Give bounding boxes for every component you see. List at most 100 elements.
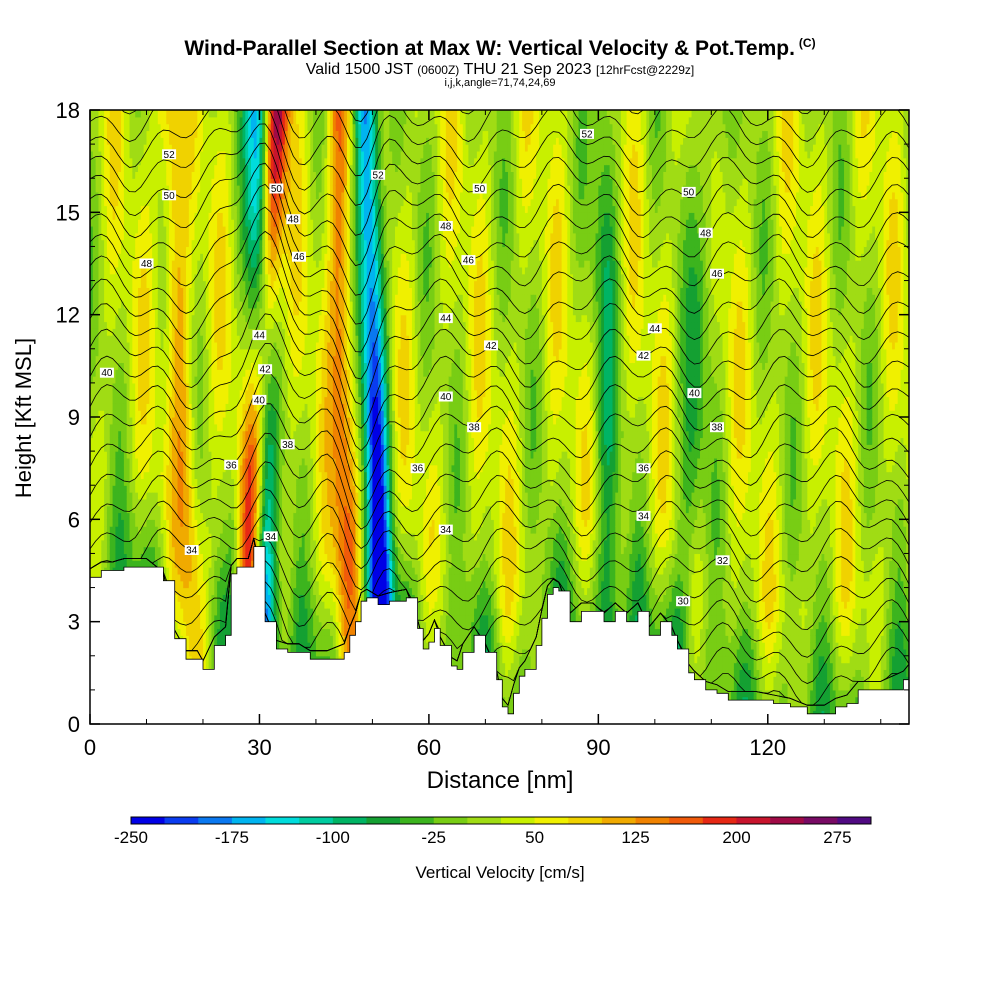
velocity-cell: [121, 137, 125, 145]
velocity-cell: [112, 410, 117, 418]
velocity-cell: [118, 314, 122, 323]
velocity-cell: [98, 164, 102, 172]
velocity-cell: [129, 130, 133, 138]
velocity-cell: [132, 171, 136, 179]
velocity-cell: [90, 505, 94, 514]
velocity-cell: [104, 185, 108, 193]
velocity-cell: [90, 403, 94, 411]
velocity-cell: [132, 212, 136, 220]
velocity-cell: [109, 526, 114, 534]
velocity-cell: [132, 492, 136, 500]
velocity-cell: [95, 567, 100, 575]
velocity-cell: [92, 519, 97, 527]
velocity-cell: [132, 314, 136, 323]
velocity-cell: [135, 144, 139, 152]
velocity-cell: [126, 205, 131, 213]
velocity-cell: [112, 464, 117, 473]
velocity-cell: [135, 512, 139, 520]
velocity-cell: [123, 178, 128, 186]
velocity-cell: [95, 526, 100, 534]
velocity-cell: [112, 253, 117, 261]
velocity-cell: [109, 444, 114, 452]
velocity-cell: [126, 144, 131, 152]
velocity-cell: [95, 171, 100, 179]
velocity-cell: [104, 457, 108, 466]
velocity-cell: [95, 116, 100, 125]
velocity-cell: [98, 205, 102, 213]
velocity-cell: [135, 260, 139, 268]
velocity-cell: [115, 232, 119, 241]
velocity-cell: [98, 198, 102, 207]
velocity-cell: [115, 444, 119, 452]
velocity-cell: [95, 512, 100, 520]
velocity-cell: [98, 457, 102, 466]
velocity-cell: [90, 335, 94, 343]
velocity-cell: [95, 396, 100, 404]
velocity-cell: [101, 410, 105, 418]
velocity-cell: [92, 546, 97, 555]
velocity-cell: [104, 266, 108, 275]
velocity-cell: [123, 328, 128, 336]
velocity-cell: [101, 335, 105, 343]
velocity-cell: [115, 164, 119, 172]
velocity-cell: [123, 553, 128, 561]
velocity-cell: [104, 191, 108, 200]
velocity-cell: [121, 198, 125, 207]
velocity-cell: [129, 348, 133, 357]
velocity-cell: [123, 444, 128, 452]
velocity-cell: [118, 266, 122, 275]
velocity-cell: [112, 505, 117, 514]
velocity-cell: [121, 116, 125, 125]
velocity-cell: [95, 492, 100, 500]
velocity-cell: [90, 171, 94, 179]
velocity-cell: [101, 150, 105, 159]
velocity-cell: [118, 246, 122, 254]
velocity-cell: [90, 137, 94, 145]
velocity-cell: [115, 560, 119, 568]
velocity-cell: [135, 505, 139, 514]
velocity-cell: [92, 301, 97, 309]
velocity-cell: [112, 178, 117, 186]
velocity-cell: [90, 164, 94, 172]
velocity-cell: [135, 410, 139, 418]
velocity-cell: [104, 260, 108, 268]
velocity-cell: [104, 505, 108, 514]
velocity-cell: [118, 198, 122, 207]
velocity-cell: [90, 498, 94, 507]
velocity-cell: [90, 212, 94, 220]
velocity-cell: [115, 382, 119, 391]
velocity-cell: [90, 348, 94, 357]
velocity-cell: [115, 341, 119, 350]
velocity-cell: [112, 260, 117, 268]
velocity-cell: [101, 273, 105, 282]
velocity-cell: [92, 157, 97, 166]
velocity-cell: [92, 225, 97, 234]
velocity-cell: [95, 430, 100, 439]
velocity-cell: [129, 505, 133, 514]
velocity-cell: [123, 239, 128, 248]
velocity-cell: [115, 266, 119, 275]
velocity-cell: [109, 417, 114, 425]
velocity-cell: [129, 239, 133, 248]
velocity-cell: [126, 376, 131, 384]
velocity-cell: [118, 219, 122, 227]
velocity-cell: [92, 239, 97, 248]
velocity-cell: [126, 328, 131, 336]
velocity-cell: [135, 417, 139, 425]
velocity-cell: [109, 307, 114, 316]
velocity-cell: [109, 505, 114, 514]
velocity-cell: [104, 198, 108, 207]
velocity-cell: [92, 266, 97, 275]
velocity-cell: [115, 417, 119, 425]
velocity-cell: [129, 205, 133, 213]
velocity-cell: [92, 471, 97, 479]
velocity-cell: [98, 137, 102, 145]
velocity-cell: [101, 219, 105, 227]
velocity-cell: [90, 130, 94, 138]
velocity-cell: [126, 191, 131, 200]
velocity-cell: [101, 294, 105, 302]
velocity-cell: [132, 157, 136, 166]
velocity-cell: [92, 219, 97, 227]
velocity-cell: [104, 498, 108, 507]
velocity-cell: [112, 246, 117, 254]
